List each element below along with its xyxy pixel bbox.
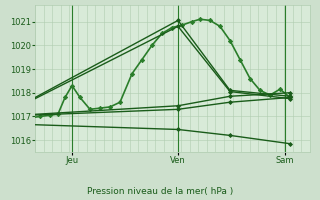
Text: Pression niveau de la mer( hPa ): Pression niveau de la mer( hPa ): [87, 187, 233, 196]
